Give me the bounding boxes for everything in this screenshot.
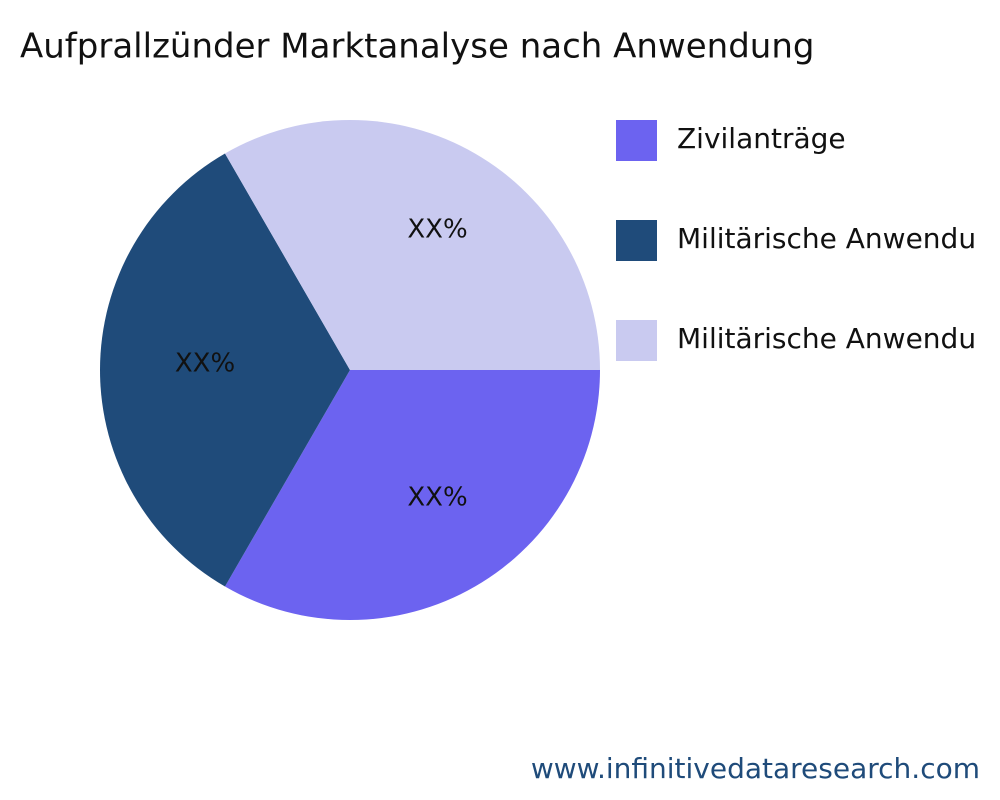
chart-title: Aufprallzünder Marktanalyse nach Anwendu… <box>20 27 814 67</box>
pie-slice <box>225 370 600 620</box>
legend-label: Militärische Anwendu <box>677 222 976 255</box>
slice-label: XX% <box>407 214 467 244</box>
slice-label: XX% <box>175 349 235 379</box>
legend-swatch <box>616 320 657 361</box>
pie-slice <box>225 119 600 370</box>
legend-swatch <box>616 220 657 261</box>
slice-label: XX% <box>407 483 467 513</box>
legend-label: Militärische Anwendu <box>677 322 976 355</box>
source-link[interactable]: www.infinitivedataresearch.com <box>531 752 980 785</box>
legend-swatch <box>616 120 657 161</box>
legend-label: Zivilanträge <box>677 122 846 155</box>
